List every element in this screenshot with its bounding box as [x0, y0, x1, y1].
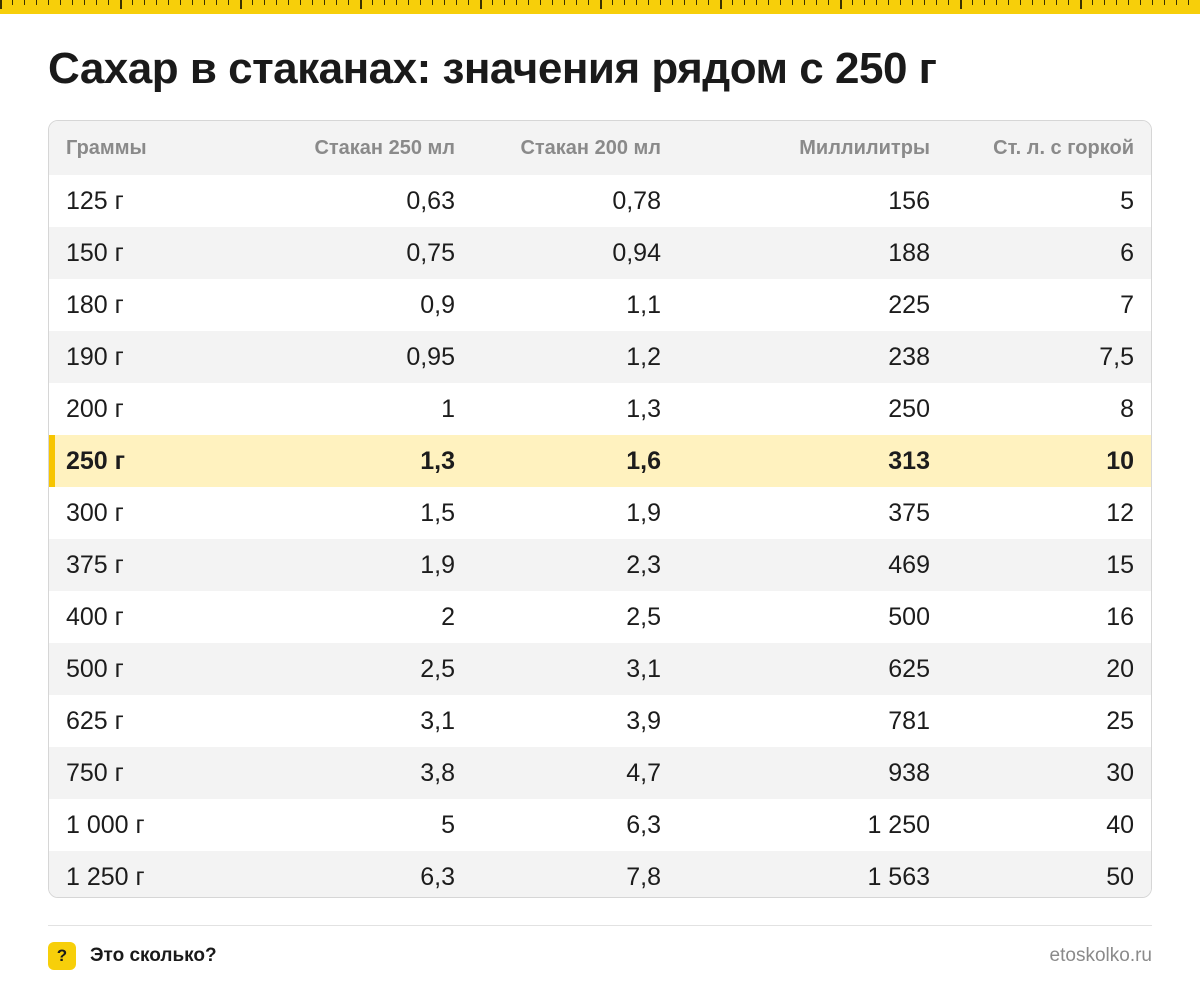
cell-glass-200: 7,8: [626, 862, 661, 891]
table-row: 400 г 2 2,5 500 16: [49, 591, 1151, 643]
header-milliliters: Миллилитры: [799, 136, 930, 159]
cell-tablespoons: 12: [1106, 498, 1134, 527]
cell-grams: 400 г: [66, 602, 124, 631]
cell-glass-200: 1,2: [626, 342, 661, 371]
cell-tablespoons: 16: [1106, 602, 1134, 631]
cell-milliliters: 469: [888, 550, 930, 579]
cell-grams: 180 г: [66, 290, 124, 319]
cell-glass-250: 1,9: [420, 550, 455, 579]
cell-glass-250: 2: [441, 602, 455, 631]
cell-milliliters: 1 563: [867, 862, 930, 891]
cell-milliliters: 938: [888, 758, 930, 787]
cell-milliliters: 1 250: [867, 810, 930, 839]
table-row: 300 г 1,5 1,9 375 12: [49, 487, 1151, 539]
cell-glass-250: 2,5: [420, 654, 455, 683]
question-mark-icon: ?: [48, 942, 76, 970]
cell-glass-200: 2,3: [626, 550, 661, 579]
cell-milliliters: 500: [888, 602, 930, 631]
table-row: 200 г 1 1,3 250 8: [49, 383, 1151, 435]
cell-tablespoons: 25: [1106, 706, 1134, 735]
cell-tablespoons: 40: [1106, 810, 1134, 839]
cell-glass-200: 4,7: [626, 758, 661, 787]
cell-tablespoons: 30: [1106, 758, 1134, 787]
cell-glass-250: 6,3: [420, 862, 455, 891]
cell-milliliters: 225: [888, 290, 930, 319]
cell-milliliters: 156: [888, 186, 930, 215]
header-tablespoons: Ст. л. с горкой: [993, 136, 1134, 159]
footer-divider: [48, 925, 1152, 926]
conversion-table: Граммы Стакан 250 мл Стакан 200 мл Милли…: [48, 120, 1152, 898]
cell-glass-250: 1: [441, 394, 455, 423]
cell-glass-250: 5: [441, 810, 455, 839]
cell-tablespoons: 20: [1106, 654, 1134, 683]
cell-milliliters: 313: [888, 446, 930, 475]
brand-name: Это сколько?: [90, 945, 217, 966]
table-row: 375 г 1,9 2,3 469 15: [49, 539, 1151, 591]
cell-glass-250: 3,8: [420, 758, 455, 787]
cell-glass-200: 3,9: [626, 706, 661, 735]
header-grams: Граммы: [66, 136, 147, 159]
footer-brand: ? Это сколько?: [48, 942, 217, 970]
table-row: 190 г 0,95 1,2 238 7,5: [49, 331, 1151, 383]
table-row: 1 250 г 6,3 7,8 1 563 50: [49, 851, 1151, 897]
cell-grams: 250 г: [66, 446, 126, 475]
header-glass-200: Стакан 200 мл: [520, 136, 661, 159]
table-header-row: Граммы Стакан 250 мл Стакан 200 мл Милли…: [49, 121, 1151, 175]
cell-tablespoons: 50: [1106, 862, 1134, 891]
table-body: 125 г 0,63 0,78 156 5 150 г 0,75 0,94 188 6 180 г 0…: [49, 175, 1151, 897]
cell-milliliters: 238: [888, 342, 930, 371]
table-row: 1 000 г 5 6,3 1 250 40: [49, 799, 1151, 851]
table-row: 625 г 3,1 3,9 781 25: [49, 695, 1151, 747]
cell-glass-200: 6,3: [626, 810, 661, 839]
table-row: 750 г 3,8 4,7 938 30: [49, 747, 1151, 799]
cell-grams: 190 г: [66, 342, 124, 371]
cell-grams: 200 г: [66, 394, 124, 423]
table-row: 150 г 0,75 0,94 188 6: [49, 227, 1151, 279]
cell-tablespoons: 7,5: [1099, 342, 1134, 371]
cell-glass-200: 3,1: [626, 654, 661, 683]
cell-grams: 500 г: [66, 654, 124, 683]
cell-glass-250: 1,5: [420, 498, 455, 527]
cell-tablespoons: 5: [1120, 186, 1134, 215]
page-title: Сахар в стаканах: значения рядом с 250 г: [48, 44, 937, 93]
cell-glass-250: 1,3: [420, 446, 455, 475]
cell-glass-200: 1,3: [626, 394, 661, 423]
cell-glass-200: 0,78: [612, 186, 661, 215]
header-glass-250: Стакан 250 мл: [314, 136, 455, 159]
cell-tablespoons: 10: [1106, 446, 1134, 475]
cell-glass-250: 0,75: [406, 238, 455, 267]
cell-tablespoons: 7: [1120, 290, 1134, 319]
table-row: 125 г 0,63 0,78 156 5: [49, 175, 1151, 227]
site-link[interactable]: etoskolko.ru: [1049, 945, 1152, 966]
cell-milliliters: 250: [888, 394, 930, 423]
table-row: 500 г 2,5 3,1 625 20: [49, 643, 1151, 695]
cell-glass-200: 2,5: [626, 602, 661, 631]
cell-glass-200: 0,94: [612, 238, 661, 267]
cell-tablespoons: 15: [1106, 550, 1134, 579]
table-row: 180 г 0,9 1,1 225 7: [49, 279, 1151, 331]
ruler-strip: [0, 0, 1200, 14]
cell-milliliters: 625: [888, 654, 930, 683]
cell-glass-200: 1,6: [626, 446, 661, 475]
cell-grams: 625 г: [66, 706, 124, 735]
cell-milliliters: 188: [888, 238, 930, 267]
cell-glass-250: 3,1: [420, 706, 455, 735]
cell-glass-200: 1,1: [626, 290, 661, 319]
cell-milliliters: 375: [888, 498, 930, 527]
cell-glass-250: 0,95: [406, 342, 455, 371]
cell-grams: 750 г: [66, 758, 124, 787]
table-row-highlighted: 250 г 1,3 1,6 313 10: [49, 435, 1151, 487]
cell-tablespoons: 6: [1120, 238, 1134, 267]
cell-glass-250: 0,63: [406, 186, 455, 215]
cell-grams: 1 250 г: [66, 862, 145, 891]
cell-glass-250: 0,9: [420, 290, 455, 319]
cell-milliliters: 781: [888, 706, 930, 735]
cell-glass-200: 1,9: [626, 498, 661, 527]
cell-grams: 150 г: [66, 238, 124, 267]
cell-grams: 375 г: [66, 550, 124, 579]
cell-tablespoons: 8: [1120, 394, 1134, 423]
cell-grams: 1 000 г: [66, 810, 145, 839]
cell-grams: 125 г: [66, 186, 124, 215]
cell-grams: 300 г: [66, 498, 124, 527]
